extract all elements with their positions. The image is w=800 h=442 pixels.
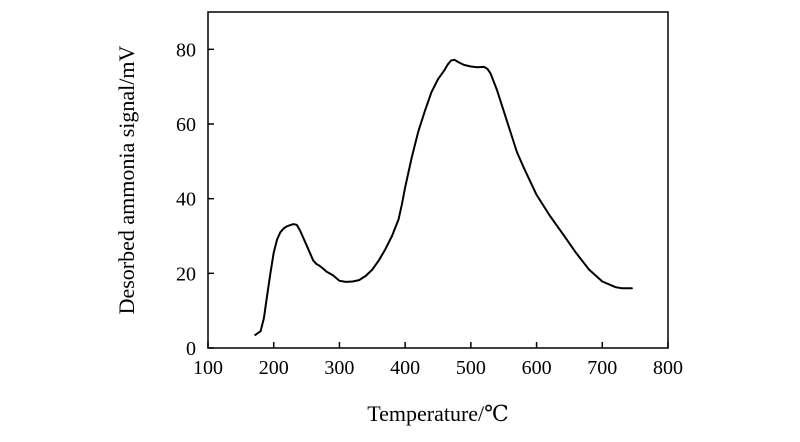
x-tick-label: 300 bbox=[324, 357, 354, 379]
x-tick-label: 800 bbox=[653, 357, 683, 379]
x-tick-label: 600 bbox=[522, 357, 552, 379]
series-line bbox=[254, 58, 633, 336]
y-axis-ticks: 0 20 40 60 80 bbox=[176, 39, 214, 360]
x-tick-label: 500 bbox=[456, 357, 486, 379]
y-tick-label: 20 bbox=[176, 263, 196, 285]
x-tick-label: 400 bbox=[390, 357, 420, 379]
x-axis-label: Temperature/℃ bbox=[367, 401, 509, 426]
x-tick-label: 200 bbox=[259, 357, 289, 379]
y-axis-label: Desorbed ammonia signal/mV bbox=[114, 45, 139, 314]
y-tick-label: 0 bbox=[186, 338, 196, 360]
y-tick-label: 80 bbox=[176, 39, 196, 61]
y-tick-label: 40 bbox=[176, 189, 196, 211]
x-tick-label: 100 bbox=[193, 357, 223, 379]
x-axis-ticks: 100 200 300 400 500 600 700 800 bbox=[193, 342, 683, 379]
x-tick-label: 700 bbox=[587, 357, 617, 379]
y-tick-label: 60 bbox=[176, 114, 196, 136]
plot-frame bbox=[207, 11, 669, 349]
